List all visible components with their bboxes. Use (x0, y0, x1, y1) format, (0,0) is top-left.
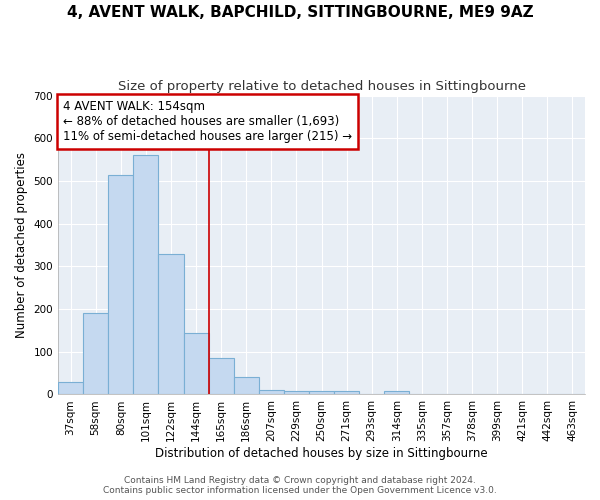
Text: 4 AVENT WALK: 154sqm
← 88% of detached houses are smaller (1,693)
11% of semi-de: 4 AVENT WALK: 154sqm ← 88% of detached h… (64, 100, 352, 143)
Bar (58, 382, 83, 394)
Bar (334, 391, 359, 394)
Bar (133, 156, 158, 394)
Text: Contains HM Land Registry data © Crown copyright and database right 2024.
Contai: Contains HM Land Registry data © Crown c… (103, 476, 497, 495)
Bar (259, 390, 284, 394)
Text: 4, AVENT WALK, BAPCHILD, SITTINGBOURNE, ME9 9AZ: 4, AVENT WALK, BAPCHILD, SITTINGBOURNE, … (67, 5, 533, 20)
Bar (158, 254, 184, 394)
Bar (209, 358, 233, 395)
Bar (309, 391, 334, 394)
Title: Size of property relative to detached houses in Sittingbourne: Size of property relative to detached ho… (118, 80, 526, 93)
X-axis label: Distribution of detached houses by size in Sittingbourne: Distribution of detached houses by size … (155, 447, 488, 460)
Bar (184, 332, 209, 394)
Bar (284, 391, 309, 394)
Bar (83, 314, 108, 394)
Bar (384, 391, 409, 394)
Bar (108, 174, 133, 394)
Bar (233, 376, 259, 394)
Y-axis label: Number of detached properties: Number of detached properties (15, 152, 28, 338)
